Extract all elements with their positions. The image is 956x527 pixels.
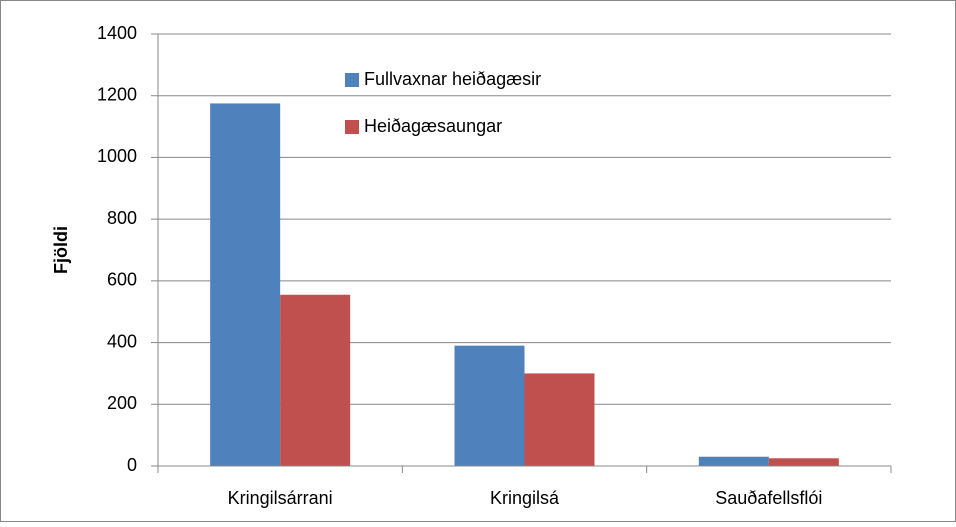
- bar: [454, 345, 525, 466]
- legend-swatch: [345, 73, 359, 87]
- bar: [698, 456, 769, 466]
- y-tick-label: 400: [107, 331, 137, 351]
- y-tick-label: 200: [107, 393, 137, 413]
- x-tick-label: Kringilsárrani: [228, 488, 333, 508]
- legend-label: Fullvaxnar heiðagæsir: [364, 69, 541, 89]
- y-tick-label: 600: [107, 270, 137, 290]
- legend-swatch: [345, 120, 359, 134]
- y-tick-label: 0: [127, 455, 137, 475]
- x-tick-label: Sauðafellsflói: [715, 488, 822, 508]
- y-axis-label: Fjöldi: [51, 226, 71, 274]
- y-tick-label: 1000: [97, 146, 137, 166]
- y-tick-label: 800: [107, 208, 137, 228]
- x-tick-label: Kringilsá: [490, 488, 560, 508]
- bar: [210, 103, 281, 466]
- y-tick-label: 1400: [97, 23, 137, 43]
- bar: [768, 458, 839, 466]
- y-tick-label: 1200: [97, 84, 137, 104]
- legend-label: Heiðagæsaungar: [364, 116, 502, 136]
- bar: [524, 373, 595, 466]
- bar: [280, 294, 351, 466]
